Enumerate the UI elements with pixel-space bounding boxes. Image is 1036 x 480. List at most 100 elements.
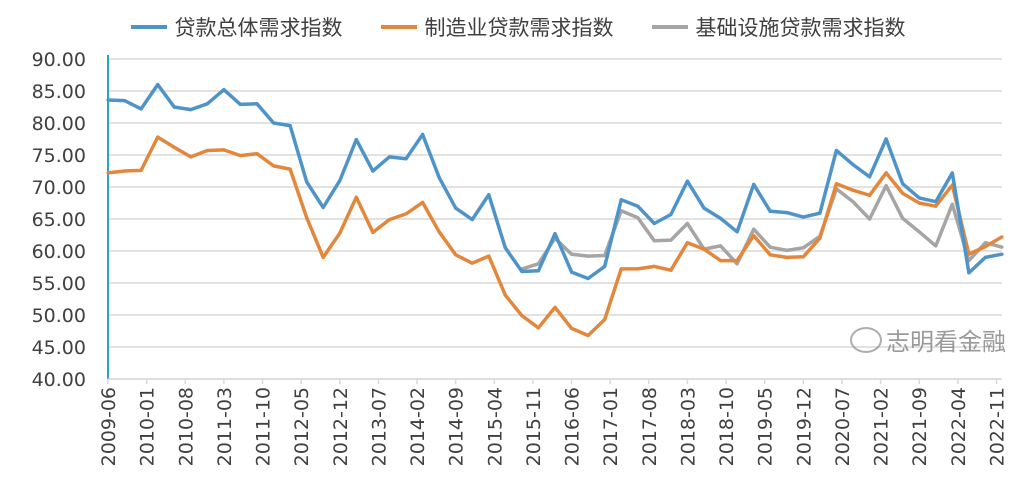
data-point (636, 216, 640, 220)
y-tick-label: 45.00 (32, 337, 86, 359)
data-point (752, 234, 756, 238)
data-point (222, 88, 226, 92)
data-point (768, 245, 772, 249)
y-tick-label: 70.00 (32, 177, 86, 199)
legend-label: 贷款总体需求指数 (174, 16, 343, 40)
data-point (718, 259, 723, 263)
data-point (404, 157, 408, 161)
data-point (652, 264, 656, 268)
legend-label: 基础设施贷款需求指数 (695, 16, 906, 40)
y-tick-label: 85.00 (32, 81, 86, 103)
series-line-0 (107, 82, 1003, 281)
x-tick-label: 2010-01 (137, 387, 159, 466)
data-point (520, 269, 524, 274)
data-point (785, 248, 789, 252)
data-point (321, 205, 325, 210)
data-point (503, 246, 507, 250)
data-point (321, 255, 325, 259)
data-point (536, 262, 541, 266)
data-point (934, 244, 938, 248)
data-point (983, 241, 988, 245)
data-point (437, 230, 441, 234)
data-point (801, 215, 805, 219)
data-point (867, 175, 872, 179)
data-point (785, 255, 789, 259)
x-tick-label: 2019-05 (755, 387, 777, 466)
x-tick-label: 2014-02 (407, 387, 429, 466)
data-point (917, 201, 921, 205)
data-point (768, 253, 772, 257)
data-point (338, 179, 342, 183)
series-line-2 (521, 183, 1003, 271)
data-point (172, 105, 176, 109)
data-point (520, 314, 524, 318)
data-point (487, 193, 491, 197)
data-point (1000, 235, 1004, 239)
data-point (288, 167, 292, 171)
data-point (818, 211, 822, 215)
data-point (652, 221, 656, 226)
data-point (205, 148, 209, 153)
data-point (983, 255, 988, 259)
data-point (205, 102, 209, 106)
data-point (884, 171, 888, 175)
x-tick-label: 2011-03 (214, 387, 236, 466)
data-point (404, 212, 408, 216)
data-point (603, 264, 607, 268)
data-point (752, 227, 756, 231)
x-tick-label: 2020-07 (832, 387, 854, 466)
data-point (636, 267, 640, 271)
data-point (603, 317, 607, 322)
data-point (867, 193, 872, 197)
x-tick-label: 2017-08 (639, 387, 661, 466)
data-point (851, 163, 855, 167)
data-point (305, 180, 309, 184)
data-point (1000, 252, 1004, 256)
x-tick-label: 2009-06 (98, 387, 120, 466)
data-point (685, 221, 690, 226)
data-point (420, 132, 425, 137)
x-tick-label: 2015-04 (484, 387, 506, 466)
x-tick-label: 2021-09 (909, 387, 931, 466)
y-tick-label: 50.00 (32, 305, 86, 327)
data-point (934, 204, 938, 208)
data-point (503, 293, 507, 297)
data-point (669, 238, 673, 242)
data-point (553, 305, 557, 309)
x-tick-label: 2013-07 (368, 387, 390, 466)
data-point (271, 121, 276, 125)
data-point (470, 261, 474, 265)
data-point (189, 155, 193, 159)
y-tick-label: 80.00 (32, 113, 86, 135)
data-point (917, 196, 921, 200)
data-point (619, 267, 623, 271)
data-point (950, 171, 954, 175)
data-point (156, 83, 160, 87)
x-tick-label: 2012-05 (291, 387, 313, 466)
data-point (354, 138, 358, 142)
chart-legend: 贷款总体需求指数 制造业贷款需求指数 基础设施贷款需求指数 (0, 12, 1036, 42)
data-point (702, 206, 706, 210)
data-point (652, 239, 656, 243)
data-point (255, 152, 259, 156)
data-point (702, 247, 706, 251)
data-point (288, 123, 292, 128)
data-point (238, 102, 243, 107)
data-point (636, 204, 640, 208)
x-tick-label: 2021-02 (871, 387, 893, 466)
data-point (536, 326, 541, 330)
data-point (735, 262, 739, 266)
watermark: 志明看金融 (850, 322, 1006, 357)
data-point (139, 107, 143, 111)
data-point (238, 154, 243, 158)
watermark-text: 志明看金融 (886, 328, 1006, 356)
data-point (851, 188, 855, 192)
y-tick-label: 60.00 (32, 241, 86, 263)
legend-item-manufacturing: 制造业贷款需求指数 (380, 12, 614, 42)
x-tick-label: 2017-01 (600, 387, 622, 466)
data-point (371, 169, 375, 173)
data-point (569, 326, 574, 331)
data-point (454, 206, 458, 210)
data-point (718, 244, 723, 248)
x-tick-label: 2010-08 (175, 387, 197, 466)
